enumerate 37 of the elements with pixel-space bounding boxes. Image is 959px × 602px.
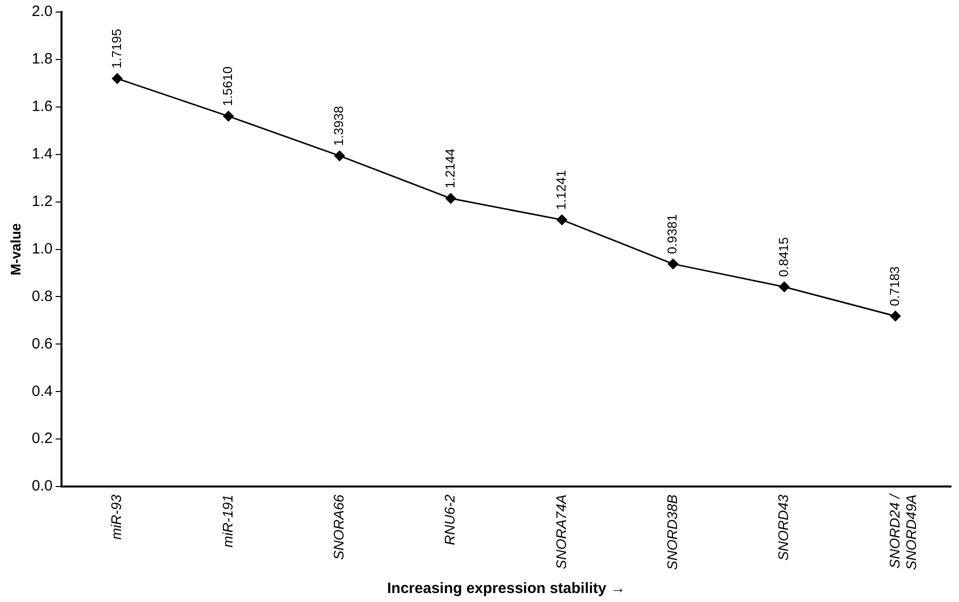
point bbox=[556, 214, 568, 226]
y-tick-label: 1.6 bbox=[32, 98, 53, 116]
point bbox=[112, 73, 122, 84]
y-axis-title: M-value bbox=[7, 222, 24, 276]
y-tick-label: 0.4 bbox=[32, 382, 53, 400]
x-tick-label: SNORA66 bbox=[330, 494, 346, 560]
x-axis-title: Increasing expression stability → bbox=[387, 580, 626, 598]
y-tick-label: 1.2 bbox=[32, 192, 53, 210]
data-label: 0.9381 bbox=[664, 214, 680, 254]
x-tick-label: SNORD43 bbox=[775, 494, 792, 561]
y-tick-label: 1.0 bbox=[32, 240, 53, 258]
point bbox=[668, 258, 678, 270]
data-label: 1.3938 bbox=[331, 106, 346, 146]
y-tick-label: 1.4 bbox=[32, 146, 53, 162]
data-label: 1.7195 bbox=[108, 28, 124, 69]
y-tick-label: 1.8 bbox=[32, 50, 53, 68]
x-tick-label: SNORA74A bbox=[552, 494, 569, 570]
x-tick-label: miR-191 bbox=[219, 494, 236, 548]
data-label: 0.8415 bbox=[776, 237, 791, 277]
data-label: 1.2144 bbox=[442, 148, 458, 188]
point bbox=[779, 282, 790, 292]
y-tick-label: 0.2 bbox=[32, 430, 53, 448]
x-tick-label: SNORD38B bbox=[664, 494, 680, 570]
data-label: 1.1241 bbox=[553, 170, 568, 210]
y-tick-label: 0.8 bbox=[32, 288, 53, 305]
point bbox=[445, 193, 456, 204]
point bbox=[334, 150, 345, 162]
y-tick-label: 2.0 bbox=[32, 3, 53, 20]
data-label: 1.5610 bbox=[220, 66, 235, 106]
point bbox=[890, 310, 901, 322]
y-tick-label: 0.0 bbox=[32, 478, 53, 495]
y-tick-label: 0.6 bbox=[32, 335, 53, 352]
x-tick-label: RNU6-2 bbox=[442, 494, 458, 546]
x-tick-label: SNORD24 / SNORD49A bbox=[886, 492, 920, 570]
point bbox=[223, 110, 234, 122]
x-tick-label: miR-93 bbox=[108, 494, 124, 540]
data-label: 0.7183 bbox=[886, 266, 902, 306]
